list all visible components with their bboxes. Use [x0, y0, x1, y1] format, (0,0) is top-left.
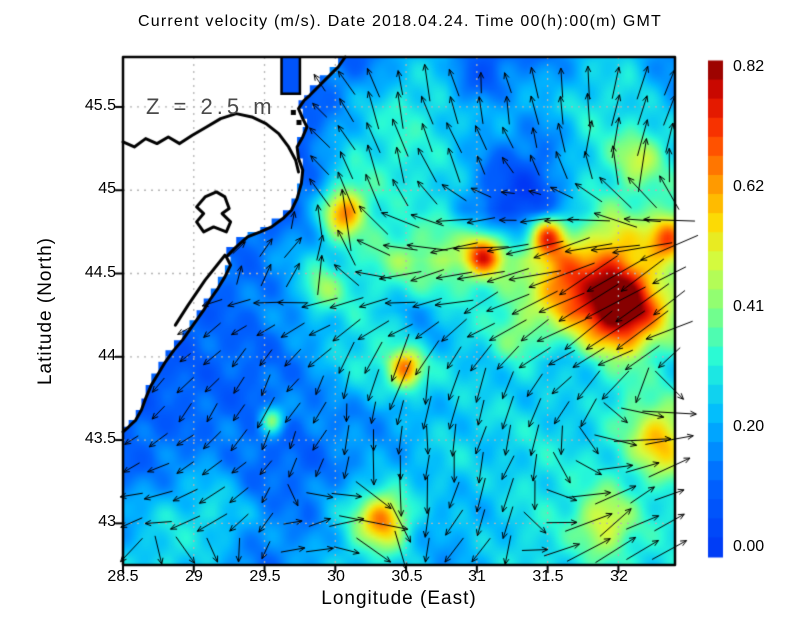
colorbar-tick-label: 0.41 [733, 298, 765, 315]
x-tick-label: 29 [185, 568, 203, 585]
y-tick-label: 44.5 [84, 264, 116, 281]
colorbar-tick-label: 0.00 [733, 538, 765, 555]
x-tick-label: 31.5 [532, 568, 564, 585]
y-tick-label: 45.5 [84, 97, 116, 114]
x-tick-label: 29.5 [249, 568, 281, 585]
colorbar-tick-label: 0.62 [733, 178, 765, 195]
x-tick-label: 31 [468, 568, 486, 585]
x-tick-label: 32 [610, 568, 628, 585]
x-tick-label: 30.5 [391, 568, 423, 585]
x-tick-label: 30 [327, 568, 345, 585]
x-axis-label: Longitude (East) [321, 588, 477, 609]
y-tick-label: 43.5 [84, 430, 116, 447]
depth-annotation: Z = 2.5 m [146, 94, 276, 119]
colorbar-tick-label: 0.82 [733, 58, 765, 75]
colorbar-tick-label: 0.20 [733, 418, 765, 435]
y-tick-label: 45 [98, 180, 116, 197]
chart-title: Current velocity (m/s). Date 2018.04.24.… [137, 13, 662, 30]
x-tick-label: 28.5 [107, 568, 139, 585]
y-tick-label: 43 [98, 513, 116, 530]
y-tick-label: 44 [98, 347, 116, 364]
y-axis-label: Latitude (North) [35, 236, 56, 386]
